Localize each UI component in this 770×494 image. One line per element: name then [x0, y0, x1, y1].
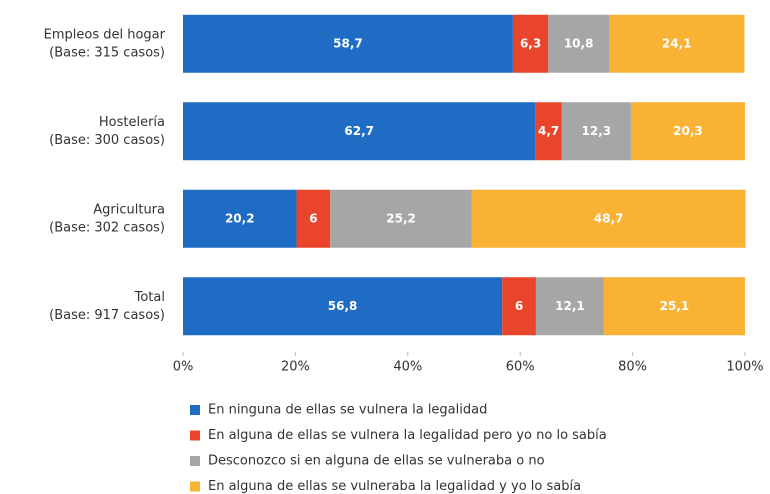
bar-segment [471, 189, 746, 248]
x-tick-label: 40% [393, 360, 422, 375]
value-label: 6 [515, 299, 523, 313]
bar-segment [296, 189, 331, 248]
value-label: 62,7 [344, 124, 374, 138]
category-base: (Base: 302 casos) [49, 220, 165, 235]
bar-segment [183, 102, 536, 161]
value-label: 6,3 [520, 36, 541, 50]
bar-segment [183, 14, 513, 73]
legend-label: En alguna de ellas se vulneraba la legal… [208, 479, 581, 494]
bar-segment [561, 102, 631, 161]
bar-segment [603, 277, 745, 336]
bar-segment [502, 277, 536, 336]
legend-swatch [190, 456, 200, 466]
category-base: (Base: 315 casos) [49, 45, 165, 60]
bar-segment [608, 14, 745, 73]
legend-label: En ninguna de ellas se vulnera la legali… [208, 403, 487, 418]
legend-swatch [190, 481, 200, 492]
category-label: Total [134, 290, 165, 305]
category-label: Empleos del hogar [44, 27, 166, 42]
value-label: 25,1 [660, 299, 690, 313]
bar-segment [183, 189, 297, 248]
value-label: 24,1 [662, 36, 692, 50]
value-label: 12,3 [582, 124, 612, 138]
x-tick-label: 80% [618, 360, 647, 375]
category-base: (Base: 917 casos) [49, 308, 165, 323]
value-label: 58,7 [333, 36, 363, 50]
bar-segment [183, 277, 503, 336]
legend-label: Desconozco si en alguna de ellas se vuln… [208, 454, 545, 469]
legend-swatch [190, 430, 200, 441]
value-label: 6 [309, 211, 317, 225]
bar-segment [512, 14, 549, 73]
value-label: 4,7 [538, 124, 559, 138]
bar-segment [548, 14, 609, 73]
x-tick-label: 100% [726, 360, 763, 375]
category-label: Hostelería [99, 115, 165, 130]
bar-segment [535, 102, 562, 161]
value-label: 10,8 [564, 36, 594, 50]
value-label: 25,2 [386, 211, 416, 225]
x-tick-label: 20% [281, 360, 310, 375]
value-label: 20,2 [225, 211, 255, 225]
value-label: 56,8 [328, 299, 358, 313]
category-base: (Base: 300 casos) [49, 133, 165, 148]
legend-swatch [190, 405, 200, 415]
legend-label: En alguna de ellas se vulnera la legalid… [208, 428, 607, 443]
value-label: 48,7 [594, 211, 624, 225]
x-tick-label: 60% [506, 360, 535, 375]
category-label: Agricultura [93, 202, 165, 217]
value-label: 12,1 [555, 299, 585, 313]
bar-segment [535, 277, 604, 336]
bar-segment [630, 102, 745, 161]
bar-segment [330, 189, 472, 248]
x-tick-label: 0% [173, 360, 194, 375]
value-label: 20,3 [673, 124, 703, 138]
